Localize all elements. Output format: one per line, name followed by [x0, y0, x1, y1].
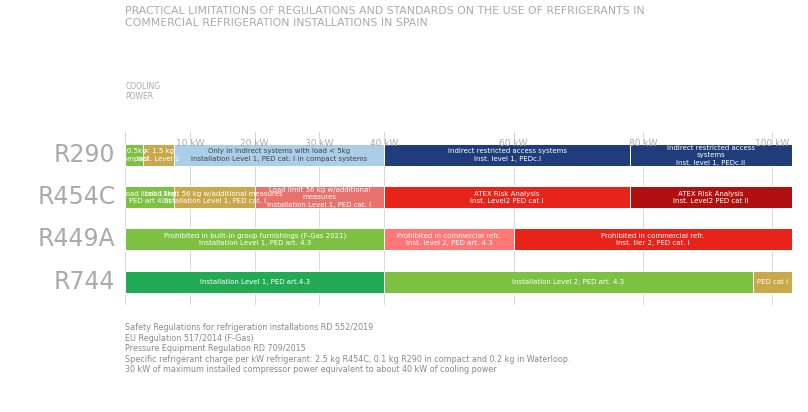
Bar	[384, 271, 753, 293]
Bar	[384, 186, 630, 208]
Text: Safety Regulations for refrigeration installations RD 552/2019
EU Regulation 517: Safety Regulations for refrigeration ins…	[125, 323, 570, 374]
Bar	[125, 186, 174, 208]
Text: COOLING
POWER: COOLING POWER	[125, 82, 160, 101]
Bar	[514, 229, 792, 250]
Text: PED cat I: PED cat I	[757, 279, 788, 285]
Bar	[143, 144, 174, 166]
Text: <0.5kg
compact: <0.5kg compact	[120, 148, 149, 162]
Text: < 1.5 kg
Inst. Level 2: < 1.5 kg Inst. Level 2	[137, 148, 179, 162]
Bar	[174, 144, 384, 166]
Text: Load limit 56 kg w/additional
measures
Installation Level 1, PED cat. I: Load limit 56 kg w/additional measures I…	[267, 187, 372, 208]
Text: Installation Level 2, PED art. 4.3: Installation Level 2, PED art. 4.3	[512, 279, 625, 285]
Text: Prohibited in commercial refr.
Inst. tier 2, PED cat. I: Prohibited in commercial refr. Inst. tie…	[601, 233, 705, 246]
Bar	[630, 144, 792, 166]
Text: R290: R290	[54, 143, 116, 167]
Bar	[125, 271, 384, 293]
Bar	[384, 229, 514, 250]
Text: R449A: R449A	[38, 227, 116, 251]
Bar	[125, 144, 143, 166]
Text: Indirect restricted access systems
Inst. level 1, PEDc.I: Indirect restricted access systems Inst.…	[448, 148, 566, 162]
Text: Load limit 56 kg w/additional measures
Installation Level 1, PED cat. I: Load limit 56 kg w/additional measures I…	[145, 190, 283, 204]
Text: Only in indirect systems with load < 5kg
Installation Level 1, PED cat. I in com: Only in indirect systems with load < 5kg…	[191, 148, 367, 162]
Bar	[255, 186, 384, 208]
Bar	[384, 144, 630, 166]
Text: PRACTICAL LIMITATIONS OF REGULATIONS AND STANDARDS ON THE USE OF REFRIGERANTS IN: PRACTICAL LIMITATIONS OF REGULATIONS AND…	[125, 6, 645, 28]
Bar	[753, 271, 792, 293]
Text: Indirect restricted access
systems
Inst. level 1, PEDc.II: Indirect restricted access systems Inst.…	[667, 145, 755, 166]
Text: Load limit 11kg
PED art 4.3t: Load limit 11kg PED art 4.3t	[123, 190, 177, 204]
Text: Installation Level 1, PED art.4.3: Installation Level 1, PED art.4.3	[200, 279, 309, 285]
Text: R744: R744	[54, 270, 116, 294]
Bar	[630, 186, 792, 208]
Bar	[125, 229, 384, 250]
Bar	[174, 186, 255, 208]
Text: ATEX Risk Analysis
Inst. Level2 PED cat II: ATEX Risk Analysis Inst. Level2 PED cat …	[673, 190, 749, 204]
Text: R454C: R454C	[37, 185, 116, 209]
Text: Prohibited in built-in group furnishings (F-Gas 2021)
Installation Level 1, PED : Prohibited in built-in group furnishings…	[163, 232, 346, 246]
Text: ATEX Risk Analysis
Inst. Level2 PED cat I: ATEX Risk Analysis Inst. Level2 PED cat …	[470, 190, 544, 204]
Text: Prohibited in commercial refr.
Inst. level 2, PED art. 4.3: Prohibited in commercial refr. Inst. lev…	[398, 233, 500, 246]
